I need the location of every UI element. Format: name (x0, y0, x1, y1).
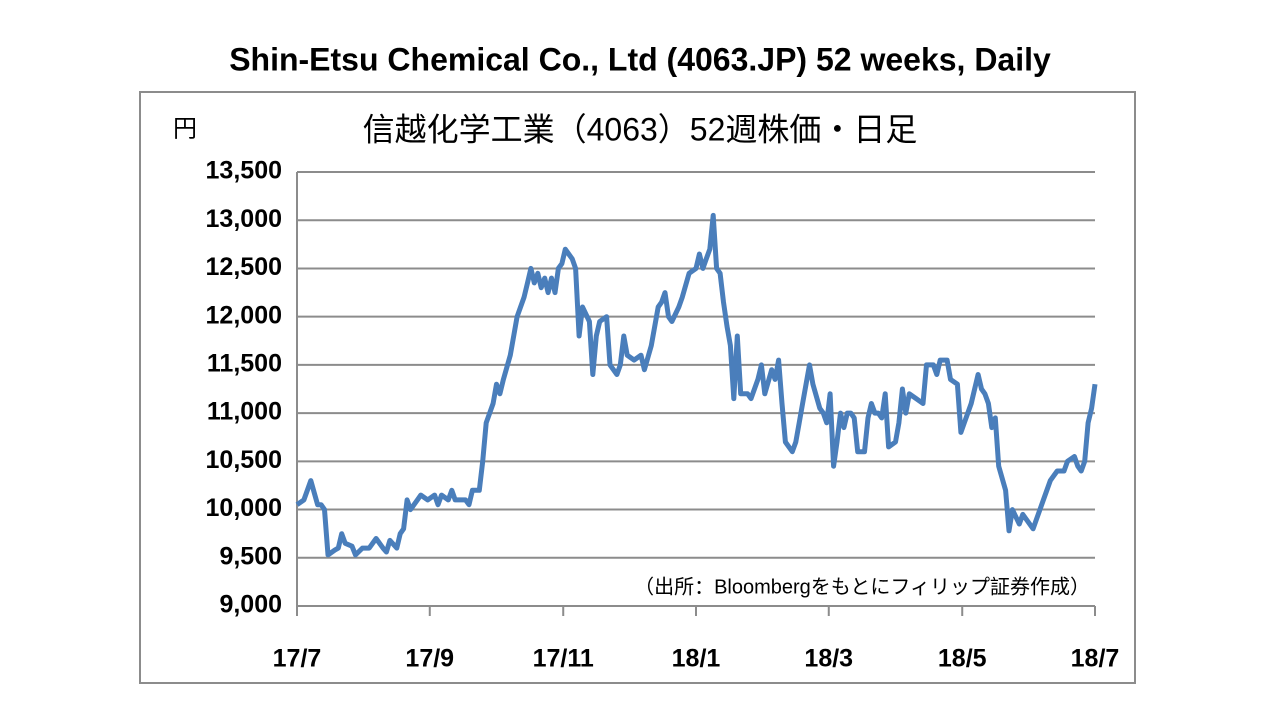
chart-title: Shin-Etsu Chemical Co., Ltd (4063.JP) 52… (229, 41, 1051, 77)
x-tick-label: 18/3 (804, 645, 853, 673)
x-tick-label: 18/5 (938, 645, 987, 673)
y-tick-label: 10,500 (206, 446, 282, 474)
y-tick-label: 12,000 (206, 301, 282, 329)
y-tick-label: 9,500 (219, 542, 282, 570)
source-note: （出所：Bloombergをもとにフィリップ証券作成） (634, 575, 1090, 598)
y-tick-label: 13,000 (206, 205, 282, 233)
y-unit: 円 (173, 115, 197, 142)
x-tick-label: 18/7 (1071, 645, 1120, 673)
x-tick-label: 17/7 (273, 645, 322, 673)
y-tick-label: 11,500 (207, 349, 282, 377)
price-line (295, 212, 1098, 558)
chart-subtitle: 信越化学工業（4063）52週株価・日足 (363, 111, 918, 147)
y-tick-label: 11,000 (207, 398, 282, 426)
y-tick-label: 9,000 (219, 591, 282, 619)
y-tick-label: 13,500 (206, 157, 282, 185)
x-tick-label: 17/11 (533, 645, 594, 673)
y-tick-label: 12,500 (206, 253, 282, 281)
chart-frame (139, 91, 1136, 684)
y-tick-label: 10,000 (206, 494, 282, 522)
x-tick-label: 18/1 (672, 645, 721, 673)
x-tick-label: 17/9 (405, 645, 454, 673)
